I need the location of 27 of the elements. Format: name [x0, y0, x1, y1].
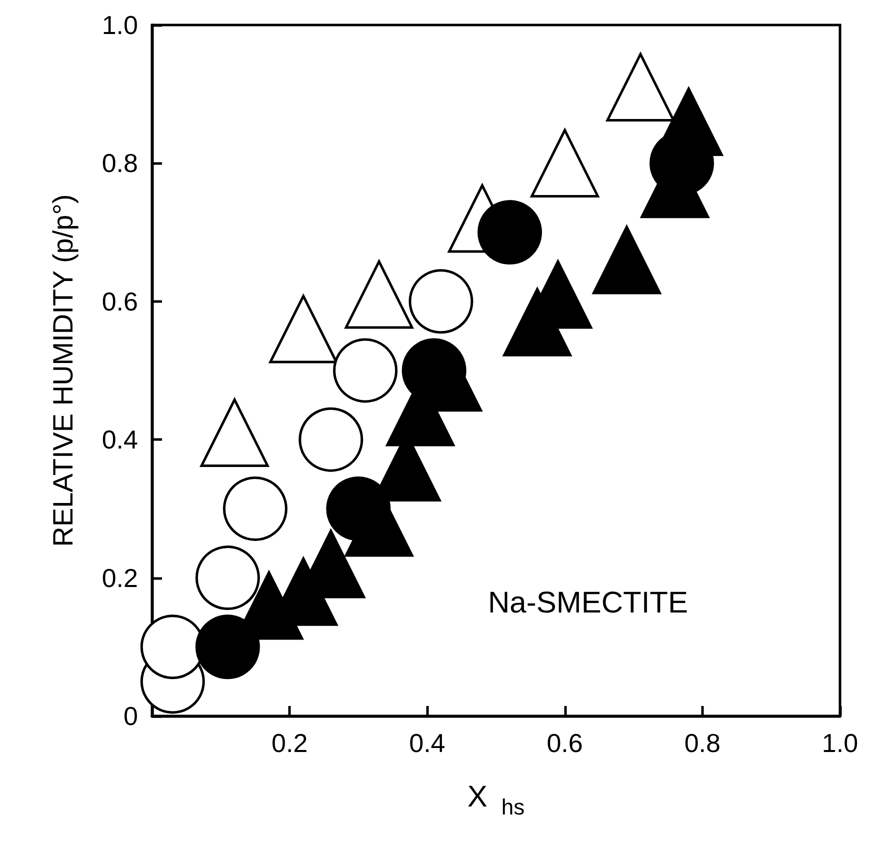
x-tick-label: 0.4	[409, 728, 446, 758]
point	[606, 52, 675, 122]
point	[530, 128, 600, 198]
point	[200, 398, 269, 467]
y-tick-label: 0.4	[102, 424, 138, 455]
point	[195, 614, 260, 680]
annotation: Na-SMECTITE	[488, 586, 688, 620]
x-tick-label: 1.0	[822, 728, 858, 758]
point	[223, 476, 288, 541]
point	[333, 338, 398, 403]
point	[326, 476, 391, 541]
x-tick-label: 0.8	[684, 728, 720, 758]
point	[408, 269, 474, 334]
y-tick-label: 0	[124, 701, 138, 731]
y-axis-title: RELATIVE HUMIDITY (p/p°)	[48, 194, 78, 547]
y-tick-label: 1.0	[102, 10, 138, 40]
point	[298, 407, 364, 472]
point	[344, 260, 414, 329]
point	[269, 294, 338, 364]
y-tick-label: 0.8	[102, 148, 138, 178]
point	[478, 200, 542, 265]
point	[195, 546, 260, 610]
point	[592, 226, 661, 294]
x-tick-label: 0.2	[272, 728, 308, 758]
y-tick-label: 0.2	[102, 562, 138, 593]
x-tick-label: 0.6	[546, 728, 583, 758]
y-tick-label: 0.6	[102, 286, 138, 316]
